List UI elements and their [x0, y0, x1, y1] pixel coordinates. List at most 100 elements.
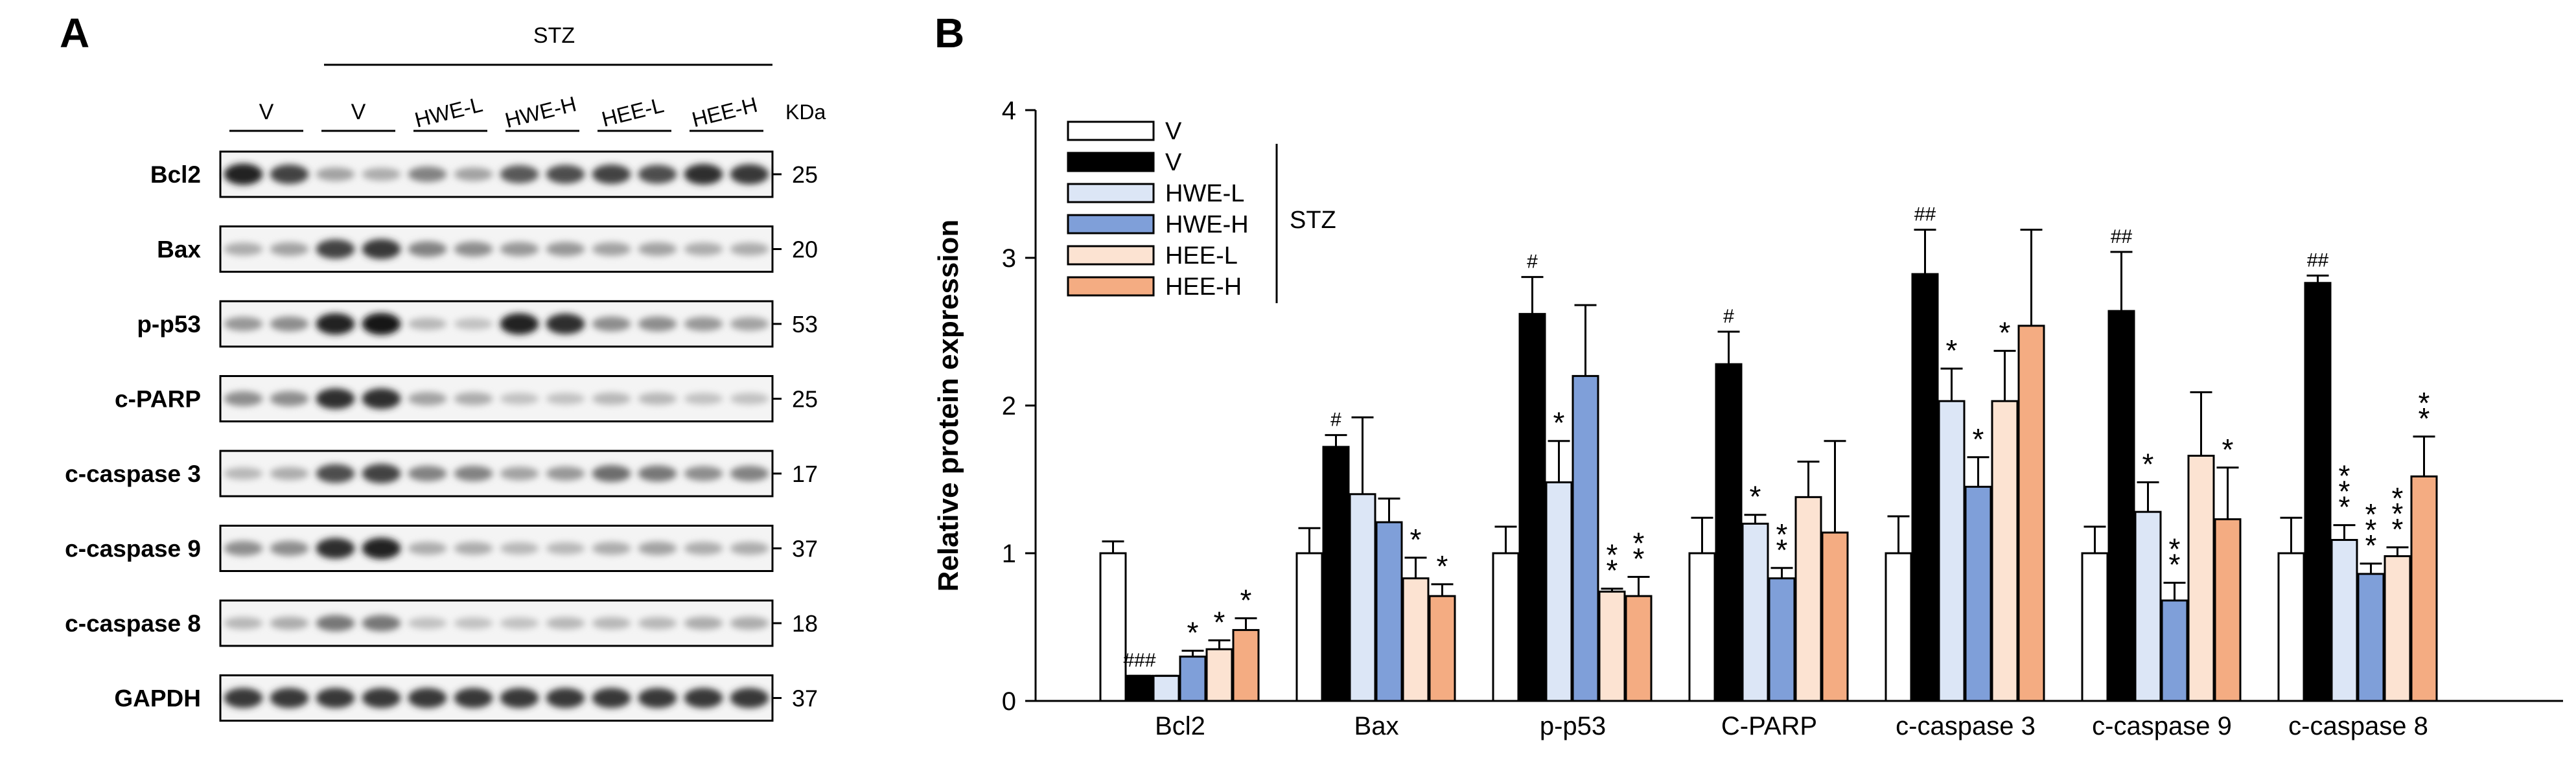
blot-band-0-10 — [684, 164, 723, 185]
blot-protein-label-6: c-caspase 8 — [65, 610, 201, 637]
blot-band-4-6 — [500, 466, 539, 481]
legend-label-1: V — [1165, 149, 1182, 176]
bar-1-1 — [1322, 446, 1350, 702]
blot-band-2-11 — [730, 317, 769, 331]
kda-value-4: 17 — [792, 461, 818, 487]
bar-5-0 — [2081, 552, 2109, 702]
blot-band-7-2 — [316, 688, 355, 708]
blot-band-4-8 — [592, 465, 631, 482]
blot-band-5-6 — [500, 542, 539, 555]
blot-band-3-9 — [638, 393, 677, 405]
blot-band-3-3 — [362, 388, 401, 409]
blot-band-1-8 — [592, 242, 631, 256]
bar-5-1 — [2107, 310, 2135, 702]
blot-band-6-8 — [592, 617, 631, 630]
blot-band-1-9 — [638, 242, 677, 256]
blot-band-4-5 — [454, 466, 493, 481]
bar-0-1 — [1126, 674, 1154, 702]
kda-value-1: 20 — [792, 236, 818, 263]
significance-mark-4-1: ## — [1914, 204, 1936, 225]
blot-strip-5 — [219, 525, 774, 572]
y-tick-label-4: 4 — [1002, 97, 1016, 125]
significance-mark-6-5: ** — [2419, 386, 2430, 435]
blot-band-5-7 — [546, 542, 585, 555]
blot-band-6-5 — [454, 617, 493, 629]
blot-band-0-11 — [730, 164, 769, 185]
x-category-label-5: c-caspase 9 — [2092, 712, 2232, 740]
blot-band-4-10 — [684, 466, 723, 481]
blot-band-6-0 — [224, 617, 263, 630]
significance-mark-1-5: * — [1437, 549, 1448, 583]
significance-mark-6-2: *** — [2339, 459, 2350, 524]
blot-band-6-11 — [730, 617, 769, 630]
blot-protein-label-0: Bcl2 — [150, 161, 201, 188]
kda-value-3: 25 — [792, 386, 818, 413]
blot-band-5-11 — [730, 542, 769, 555]
y-axis-label: Relative protein expression — [933, 220, 964, 592]
y-tick-label-0: 0 — [1002, 687, 1016, 716]
blot-band-0-5 — [454, 167, 493, 181]
bar-5-5 — [2214, 518, 2242, 702]
blot-band-6-10 — [684, 617, 723, 630]
lane-group-label-2: HWE-L — [412, 92, 485, 132]
significance-mark-0-4: * — [1214, 606, 1225, 639]
legend-stz-label: STZ — [1290, 207, 1336, 234]
bar-4-5 — [2017, 325, 2045, 702]
significance-mark-2-1: # — [1527, 251, 1538, 273]
bar-3-2 — [1741, 522, 1769, 702]
lane-group-label-1: V — [351, 100, 366, 124]
blot-band-5-9 — [638, 542, 677, 555]
legend-label-0: V — [1165, 118, 1182, 145]
legend-swatch-0 — [1067, 120, 1155, 141]
bar-4-0 — [1885, 552, 1912, 702]
blot-band-7-7 — [546, 688, 585, 708]
bar-2-0 — [1492, 552, 1520, 702]
bar-6-0 — [2277, 552, 2305, 702]
blot-band-0-2 — [316, 167, 355, 181]
bar-6-5 — [2410, 475, 2438, 702]
blot-band-2-0 — [224, 317, 263, 331]
blot-band-1-3 — [362, 239, 401, 259]
blot-band-0-1 — [270, 165, 309, 184]
bar-1-3 — [1375, 521, 1403, 702]
lane-group-label-3: HWE-H — [502, 91, 578, 132]
significance-mark-6-3: *** — [2365, 498, 2377, 562]
panel-a-letter: A — [60, 10, 90, 56]
kda-value-2: 53 — [792, 311, 818, 338]
legend-label-4: HEE-L — [1165, 242, 1238, 269]
blot-band-1-5 — [454, 242, 493, 257]
bar-3-3 — [1768, 577, 1796, 702]
blot-band-5-5 — [454, 542, 493, 555]
blot-band-2-5 — [454, 318, 493, 330]
blot-strip-7 — [219, 674, 774, 722]
y-tick-label-1: 1 — [1002, 540, 1016, 568]
kda-value-5: 37 — [792, 536, 818, 562]
panel-b-letter: B — [934, 10, 965, 56]
bar-0-4 — [1205, 648, 1233, 702]
blot-band-4-1 — [270, 467, 309, 480]
legend-swatch-3 — [1067, 214, 1155, 235]
bar-0-3 — [1179, 656, 1207, 702]
blot-band-3-1 — [270, 391, 309, 406]
blot-protein-label-5: c-caspase 9 — [65, 536, 201, 562]
blot-band-6-9 — [638, 617, 677, 630]
bar-0-5 — [1232, 629, 1260, 702]
blot-band-4-0 — [224, 467, 263, 480]
blot-band-7-11 — [730, 688, 769, 708]
bar-2-4 — [1598, 590, 1626, 702]
blot-band-1-10 — [684, 242, 723, 256]
bar-2-3 — [1572, 374, 1599, 702]
blot-band-1-6 — [500, 242, 539, 257]
significance-mark-5-3: ** — [2169, 532, 2181, 582]
bar-2-1 — [1518, 313, 1546, 702]
kda-value-6: 18 — [792, 610, 818, 637]
significance-mark-6-4: *** — [2392, 481, 2404, 546]
significance-mark-5-2: * — [2142, 448, 2154, 481]
significance-mark-0-5: * — [1240, 583, 1252, 617]
significance-mark-5-5: * — [2222, 433, 2234, 466]
bar-6-3 — [2357, 573, 2385, 702]
lane-group-label-5: HEE-H — [690, 92, 760, 132]
blot-protein-label-1: Bax — [157, 236, 201, 263]
blot-band-0-7 — [546, 165, 585, 184]
legend-label-5: HEE-H — [1165, 273, 1242, 301]
